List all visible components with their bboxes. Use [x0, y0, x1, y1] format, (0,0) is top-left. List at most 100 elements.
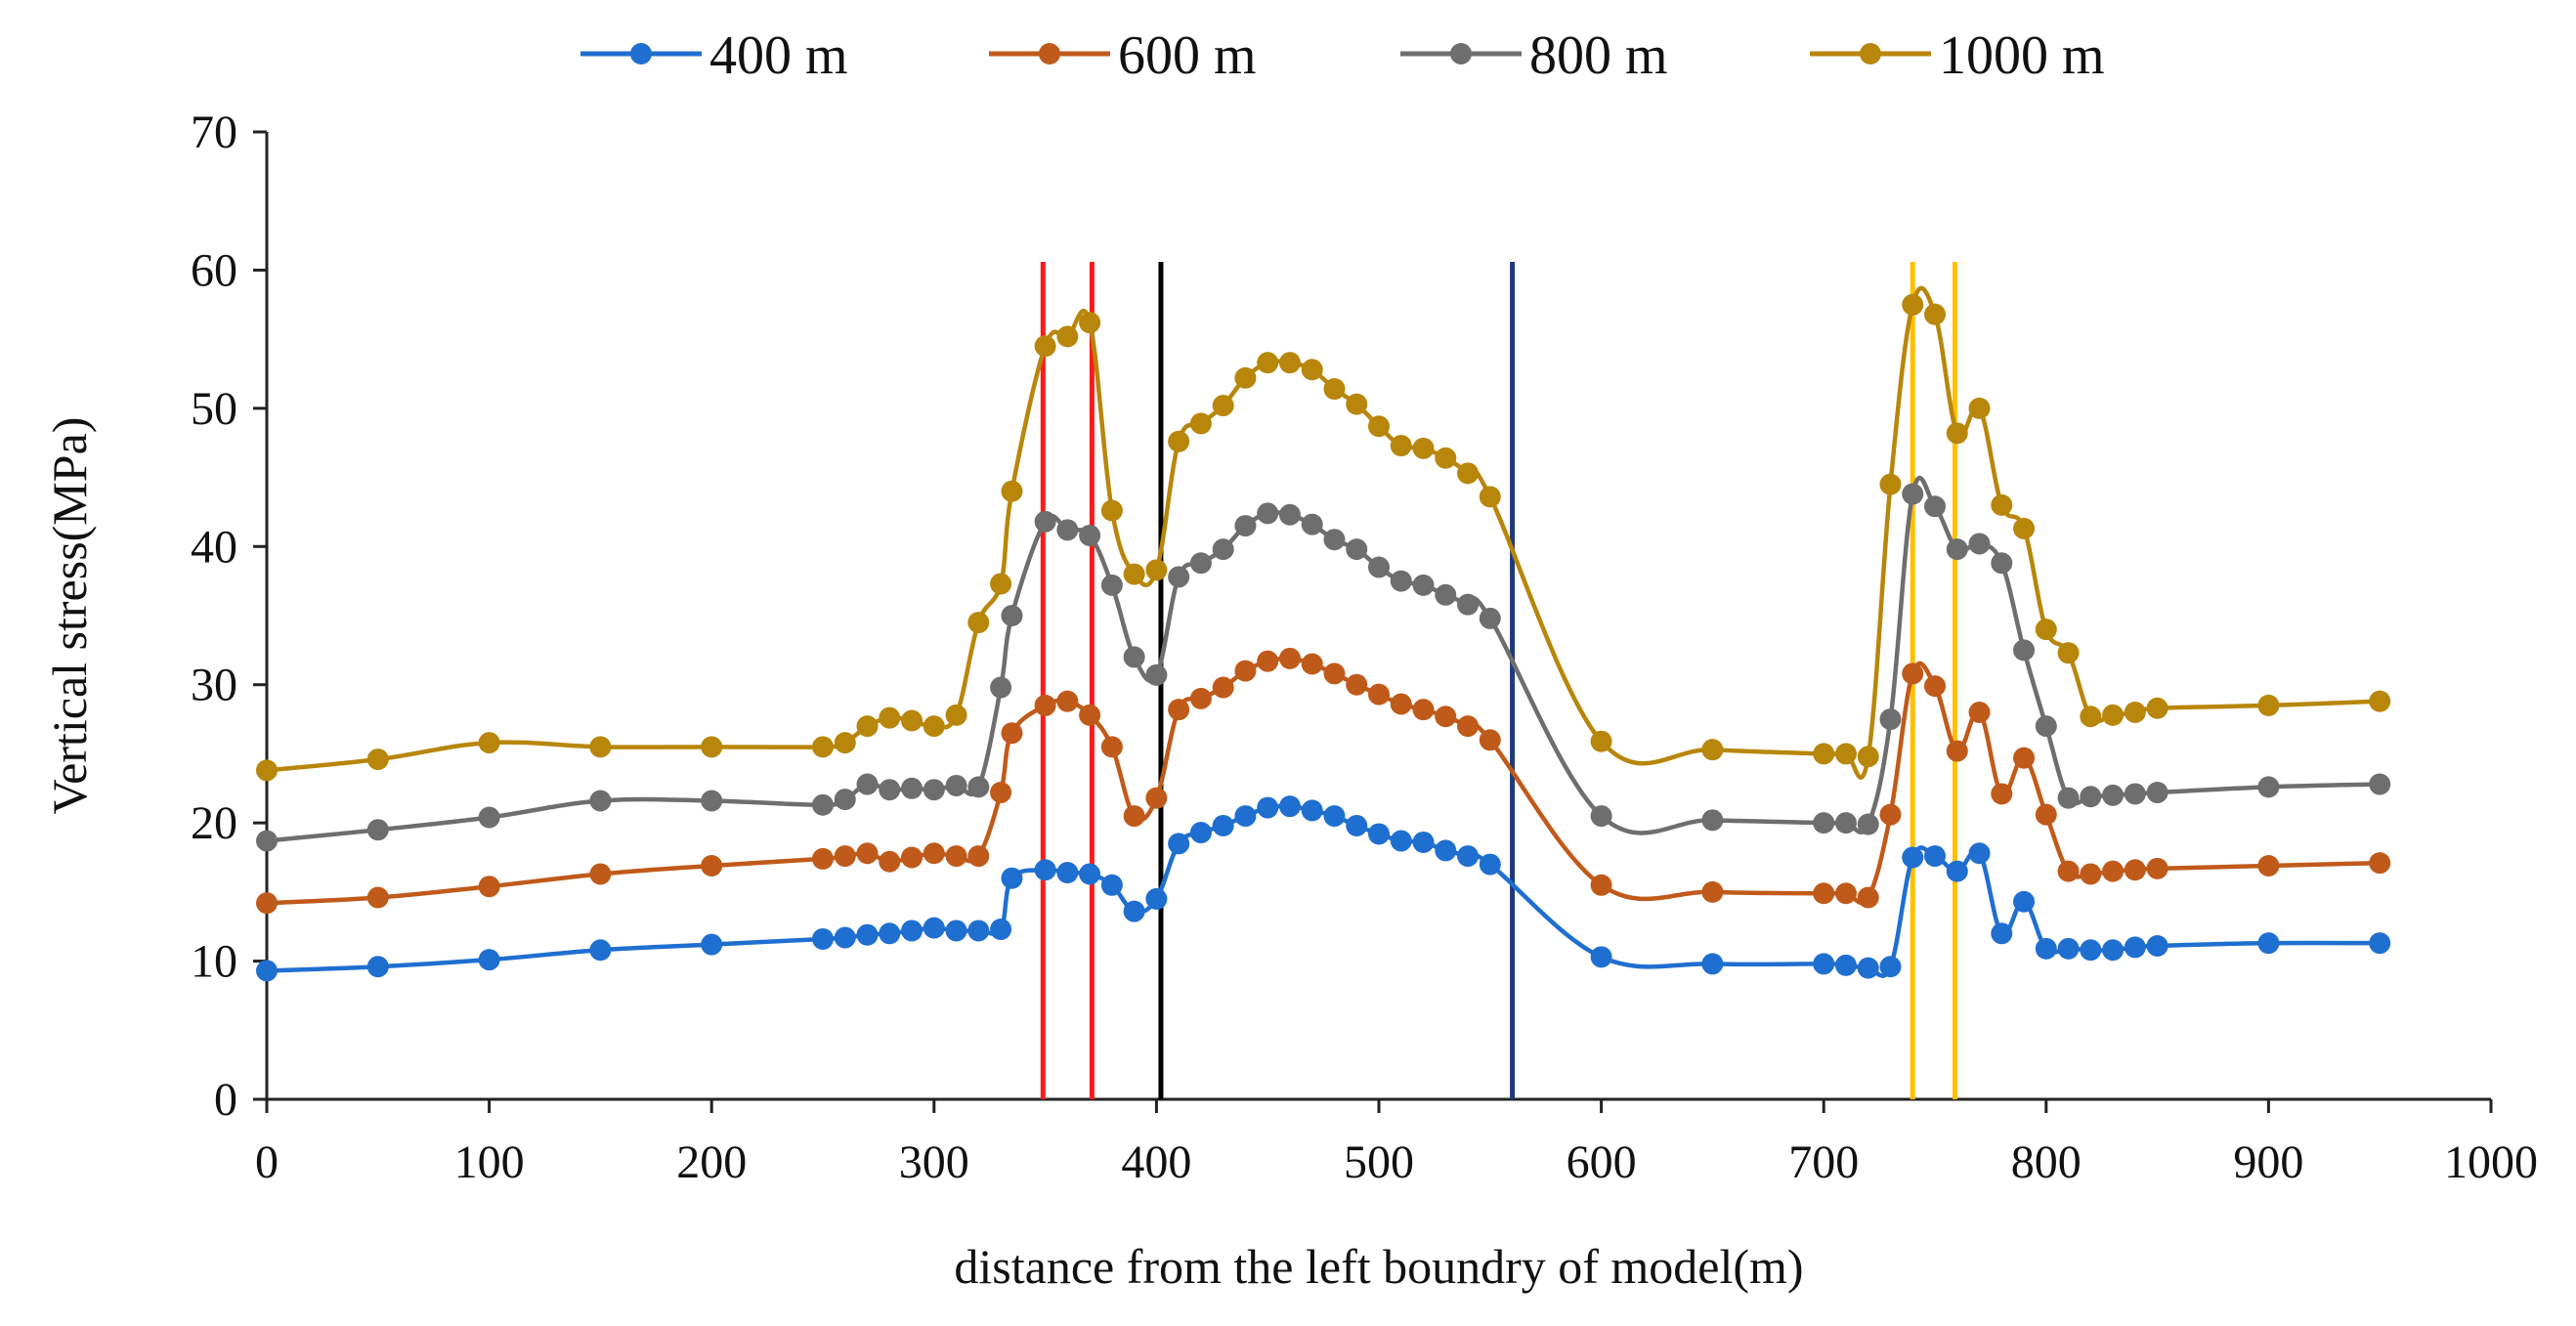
data-point — [1368, 823, 1390, 845]
data-point — [1457, 715, 1480, 738]
data-point — [879, 706, 901, 729]
data-point — [256, 960, 278, 982]
x-tick-label: 600 — [1567, 1136, 1637, 1188]
series-600-m — [256, 647, 2391, 915]
data-point — [2102, 704, 2125, 726]
data-point — [879, 779, 901, 801]
data-point — [1924, 495, 1946, 518]
x-tick-label: 0 — [255, 1136, 279, 1188]
x-tick-label: 700 — [1788, 1136, 1859, 1188]
data-point — [1902, 293, 1924, 316]
x-tick-label: 400 — [1121, 1136, 1191, 1188]
data-point — [1590, 805, 1612, 828]
data-point — [2146, 857, 2168, 879]
data-point — [1991, 552, 2013, 575]
data-point — [2080, 706, 2102, 728]
data-point — [1056, 519, 1079, 541]
data-point — [1902, 483, 1924, 505]
data-point — [1479, 853, 1501, 876]
data-point — [2035, 715, 2057, 738]
data-point — [701, 790, 723, 812]
data-point — [1079, 704, 1101, 726]
data-point — [1301, 799, 1323, 822]
data-point — [366, 886, 389, 909]
data-point — [1991, 783, 2013, 805]
series-group — [256, 285, 2391, 982]
data-point — [1368, 556, 1390, 578]
data-point — [1968, 397, 1991, 419]
data-point — [1346, 393, 1368, 415]
legend-swatch-marker — [1450, 43, 1472, 64]
y-tick-label: 40 — [191, 521, 237, 573]
data-point — [1257, 352, 1279, 374]
data-point — [2146, 782, 2168, 804]
data-point — [1813, 743, 1835, 765]
x-tick-label: 300 — [899, 1136, 969, 1188]
y-tick-label: 30 — [191, 660, 237, 711]
data-point — [1813, 953, 1835, 975]
data-point — [1123, 805, 1145, 828]
data-point — [1412, 831, 1435, 853]
data-point — [1100, 874, 1123, 896]
data-point — [1168, 430, 1190, 452]
data-point — [1412, 574, 1435, 596]
data-point — [1123, 900, 1145, 922]
data-point — [990, 919, 1012, 941]
data-point — [901, 920, 923, 942]
data-point — [1001, 480, 1023, 502]
legend: 400 m 600 m 800 m 1000 m — [580, 25, 2105, 86]
data-point — [1145, 663, 1168, 686]
data-point — [2257, 776, 2280, 798]
data-point — [2013, 747, 2036, 769]
legend-label: 800 m — [1529, 25, 1668, 86]
data-point — [1189, 552, 1212, 575]
data-point — [1479, 607, 1501, 629]
legend-label: 1000 m — [1939, 25, 2105, 86]
data-point — [2035, 619, 2057, 641]
data-point — [2057, 937, 2080, 960]
data-point — [589, 736, 612, 758]
data-point — [834, 926, 856, 949]
data-point — [1168, 566, 1190, 588]
legend-item: 1000 m — [1810, 25, 2105, 86]
data-point — [1168, 699, 1190, 721]
data-point — [1857, 746, 1879, 768]
data-point — [1346, 814, 1368, 836]
data-point — [2257, 694, 2280, 716]
data-point — [1123, 563, 1145, 585]
data-point — [2369, 852, 2391, 875]
data-point — [1079, 524, 1101, 546]
data-point — [2057, 860, 2080, 882]
x-tick-label: 1000 — [2444, 1136, 2538, 1188]
data-point — [701, 933, 723, 956]
data-point — [1879, 473, 1902, 495]
data-point — [1457, 462, 1480, 485]
data-point — [1946, 538, 1968, 561]
data-point — [1100, 574, 1123, 596]
data-point — [1301, 359, 1323, 381]
data-point — [1701, 953, 1724, 975]
data-point — [2124, 783, 2146, 805]
legend-item: 600 m — [989, 25, 1257, 86]
x-tick-label: 900 — [2233, 1136, 2303, 1188]
data-point — [1590, 946, 1612, 968]
data-point — [879, 850, 901, 873]
legend-swatch-marker — [1039, 43, 1060, 64]
data-point — [1590, 730, 1612, 752]
data-point — [1390, 693, 1412, 715]
data-point — [1968, 702, 1991, 723]
data-point — [1857, 957, 1879, 979]
data-point — [812, 736, 834, 758]
data-point — [2035, 803, 2057, 826]
data-point — [2124, 936, 2146, 959]
data-point — [1346, 673, 1368, 696]
data-point — [478, 949, 500, 971]
data-point — [1924, 303, 1946, 325]
data-point — [1123, 646, 1145, 668]
data-point — [834, 845, 856, 868]
data-point — [1435, 583, 1457, 606]
x-tick-label: 100 — [454, 1136, 525, 1188]
data-point — [366, 956, 389, 978]
data-point — [589, 863, 612, 885]
